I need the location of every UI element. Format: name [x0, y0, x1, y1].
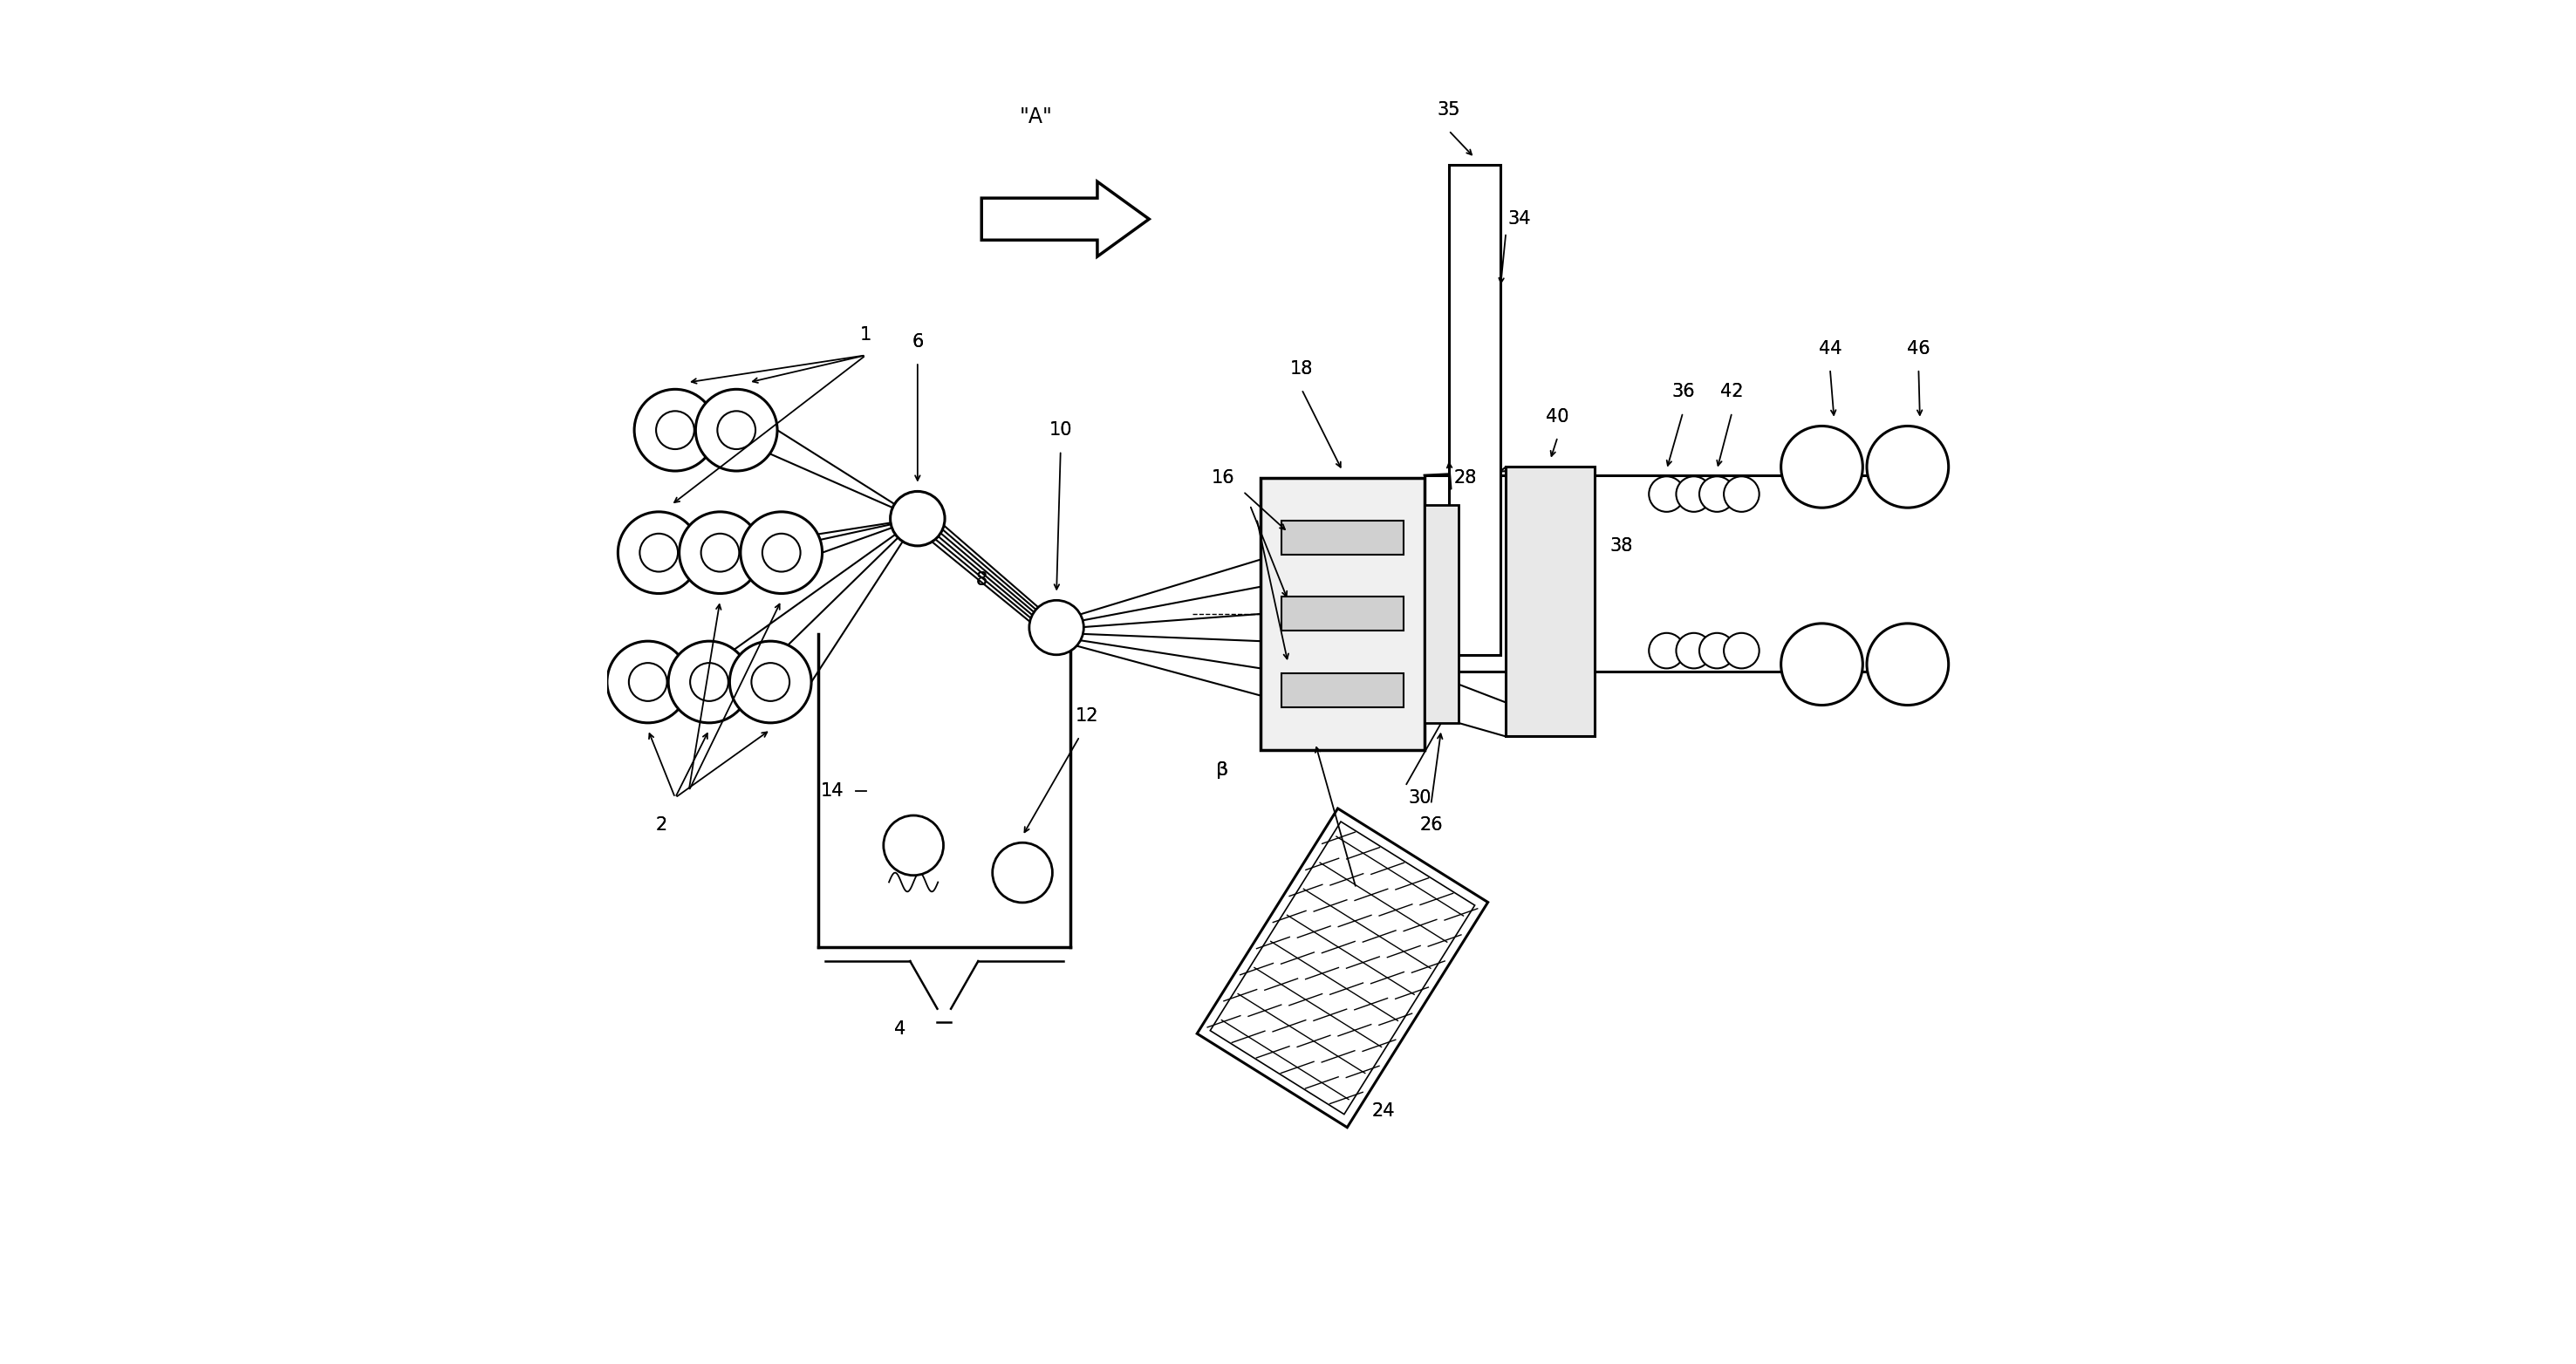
Text: 2: 2 — [657, 816, 667, 833]
Circle shape — [608, 641, 688, 723]
Circle shape — [992, 843, 1054, 903]
Circle shape — [1677, 633, 1710, 668]
Circle shape — [629, 663, 667, 701]
Text: 10: 10 — [1048, 421, 1072, 439]
Circle shape — [1677, 476, 1710, 512]
Text: 4: 4 — [894, 1020, 907, 1038]
Text: 14: 14 — [819, 782, 842, 799]
Text: 26: 26 — [1419, 816, 1443, 833]
Text: 36: 36 — [1672, 383, 1695, 401]
Circle shape — [1030, 600, 1084, 655]
Text: 30: 30 — [1409, 788, 1432, 806]
Circle shape — [762, 533, 801, 572]
Bar — [1507, 466, 1595, 737]
Text: 12: 12 — [1074, 708, 1097, 724]
Circle shape — [696, 389, 778, 471]
Text: 46: 46 — [1906, 340, 1929, 357]
Text: 6: 6 — [912, 333, 922, 351]
Bar — [1425, 505, 1458, 723]
Circle shape — [891, 491, 945, 546]
Text: 36: 36 — [1672, 383, 1695, 401]
Text: 6: 6 — [912, 333, 922, 351]
Bar — [1280, 520, 1404, 554]
Text: 24: 24 — [1373, 1102, 1394, 1120]
Text: 42: 42 — [1721, 383, 1744, 401]
Circle shape — [1780, 426, 1862, 507]
Text: 14: 14 — [819, 782, 842, 799]
Circle shape — [667, 641, 750, 723]
Circle shape — [739, 512, 822, 593]
Circle shape — [1700, 476, 1734, 512]
Text: 12: 12 — [1074, 708, 1097, 724]
Circle shape — [1723, 476, 1759, 512]
Circle shape — [884, 816, 943, 876]
Circle shape — [701, 533, 739, 572]
Bar — [1198, 809, 1489, 1128]
Text: 34: 34 — [1507, 210, 1530, 228]
Text: 28: 28 — [1453, 469, 1476, 487]
Text: 16: 16 — [1211, 469, 1234, 487]
Text: 38: 38 — [1610, 537, 1633, 555]
Text: 24: 24 — [1373, 1102, 1394, 1120]
Text: 1: 1 — [860, 326, 871, 344]
Text: 46: 46 — [1906, 340, 1929, 357]
Text: 35: 35 — [1437, 101, 1461, 119]
Polygon shape — [981, 181, 1149, 256]
Text: 28: 28 — [1453, 469, 1476, 487]
Circle shape — [690, 663, 729, 701]
Text: β: β — [1216, 761, 1229, 779]
Bar — [1448, 165, 1499, 655]
Text: 8: 8 — [976, 572, 987, 589]
Circle shape — [657, 411, 693, 449]
Text: 44: 44 — [1819, 340, 1842, 357]
Circle shape — [1649, 633, 1685, 668]
Circle shape — [1723, 633, 1759, 668]
Text: 44: 44 — [1819, 340, 1842, 357]
Text: 1: 1 — [860, 326, 871, 344]
Text: 16: 16 — [1211, 469, 1234, 487]
Bar — [1280, 597, 1404, 632]
Text: 18: 18 — [1291, 360, 1314, 378]
Circle shape — [716, 411, 755, 449]
Text: 42: 42 — [1721, 383, 1744, 401]
Text: 4: 4 — [894, 1020, 907, 1038]
Circle shape — [1649, 476, 1685, 512]
Bar — [1211, 821, 1476, 1114]
Circle shape — [639, 533, 677, 572]
Circle shape — [1780, 623, 1862, 705]
Circle shape — [680, 512, 760, 593]
Text: 10: 10 — [1048, 421, 1072, 439]
Text: 8: 8 — [976, 572, 987, 589]
Text: 30: 30 — [1409, 788, 1432, 806]
Bar — [1260, 477, 1425, 750]
Circle shape — [752, 663, 788, 701]
Text: 34: 34 — [1507, 210, 1530, 228]
Text: "A": "A" — [1020, 106, 1054, 127]
Text: 40: 40 — [1546, 408, 1569, 426]
Text: 35: 35 — [1437, 101, 1461, 119]
Circle shape — [634, 389, 716, 471]
Text: 38: 38 — [1610, 537, 1633, 555]
Text: 18: 18 — [1291, 360, 1314, 378]
Circle shape — [618, 512, 701, 593]
Text: 40: 40 — [1546, 408, 1569, 426]
Text: 26: 26 — [1419, 816, 1443, 833]
Bar — [1280, 674, 1404, 708]
Text: 2: 2 — [657, 816, 667, 833]
Circle shape — [1868, 426, 1947, 507]
Circle shape — [1868, 623, 1947, 705]
Circle shape — [729, 641, 811, 723]
Text: β: β — [1216, 761, 1229, 779]
Circle shape — [1700, 633, 1734, 668]
